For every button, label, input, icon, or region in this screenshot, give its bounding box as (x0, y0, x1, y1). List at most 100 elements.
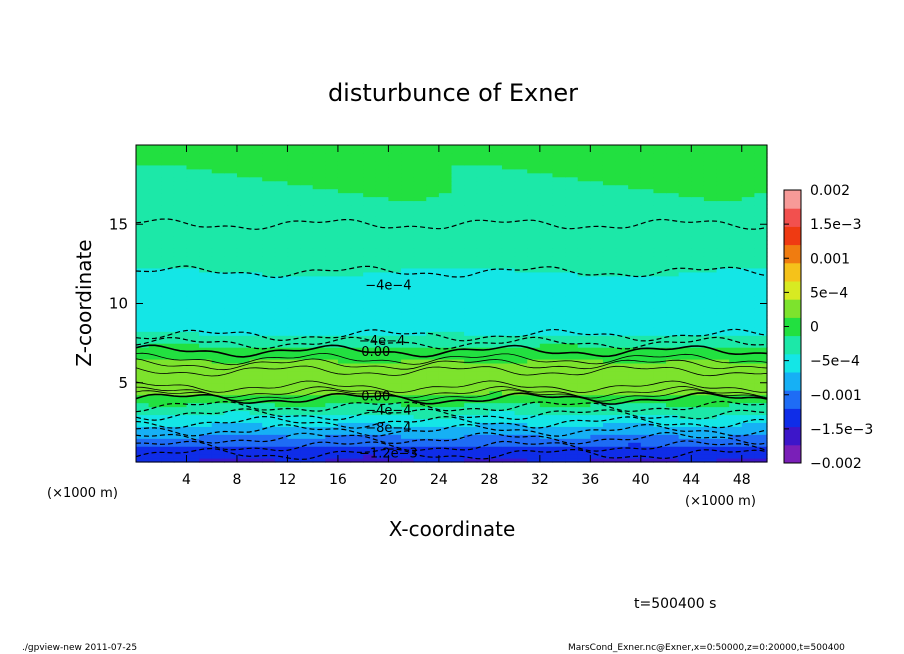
heatmap-cell (514, 224, 528, 229)
heatmap-cell (741, 152, 755, 158)
heatmap-cell (325, 358, 339, 364)
heatmap-cell (678, 339, 692, 344)
heatmap-cell (224, 236, 238, 241)
heatmap-cell (539, 327, 554, 332)
heatmap-cell (337, 406, 352, 412)
heatmap-cell (451, 335, 465, 340)
heatmap-cell (388, 200, 402, 206)
heatmap-cell (539, 398, 554, 404)
heatmap-cell (602, 228, 617, 233)
heatmap-cell (148, 180, 162, 186)
heatmap-cell (211, 156, 225, 162)
heatmap-cell (464, 458, 478, 463)
heatmap-cell (640, 394, 655, 400)
heatmap-cell (741, 176, 755, 182)
heatmap-cell (628, 228, 642, 233)
heatmap-cell (741, 291, 755, 297)
heatmap-cell (527, 271, 541, 277)
heatmap-cell (464, 224, 478, 229)
heatmap-cell (438, 422, 453, 427)
heatmap-cell (501, 216, 516, 221)
heatmap-cell (527, 358, 541, 364)
heatmap-cell (161, 255, 175, 261)
heatmap-cell (703, 394, 718, 400)
heatmap-cell (729, 267, 743, 273)
heatmap-cell (224, 164, 238, 170)
heatmap-cell (325, 259, 339, 265)
heatmap-cell (501, 176, 516, 182)
heatmap-cell (388, 402, 402, 408)
heatmap-cell (552, 446, 566, 451)
heatmap-cell (262, 240, 276, 245)
heatmap-cell (199, 188, 213, 194)
heatmap-cell (464, 454, 478, 459)
heatmap-cell (186, 319, 200, 324)
heatmap-cell (350, 323, 364, 328)
heatmap-cell (602, 279, 617, 285)
heatmap-cell (691, 454, 705, 459)
heatmap-cell (754, 311, 768, 316)
heatmap-cell (262, 287, 276, 293)
heatmap-cell (438, 172, 453, 178)
heatmap-cell (211, 378, 225, 384)
heatmap-cell (539, 160, 554, 166)
heatmap-cell (539, 402, 554, 408)
heatmap-cell (666, 283, 680, 289)
heatmap-cell (287, 434, 301, 439)
heatmap-cell (666, 148, 680, 154)
heatmap-cell (211, 200, 225, 206)
heatmap-cell (199, 414, 213, 420)
heatmap-cell (199, 362, 213, 368)
heatmap-cell (514, 406, 528, 412)
heatmap-cell (666, 335, 680, 340)
heatmap-cell (173, 335, 188, 340)
heatmap-cell (325, 311, 339, 316)
heatmap-cell (312, 255, 326, 261)
heatmap-cell (173, 255, 188, 261)
heatmap-cell (426, 212, 440, 217)
heatmap-cell (451, 414, 465, 420)
heatmap-cell (703, 259, 718, 265)
heatmap-cell (514, 351, 528, 356)
heatmap-cell (287, 414, 301, 420)
heatmap-cell (249, 402, 263, 408)
heatmap-cell (426, 275, 440, 281)
heatmap-cell (716, 192, 730, 198)
heatmap-cell (388, 196, 402, 202)
heatmap-cell (312, 224, 326, 229)
heatmap-cell (375, 184, 389, 190)
heatmap-cell (337, 351, 352, 356)
heatmap-cell (186, 382, 200, 388)
heatmap-cell (161, 343, 175, 348)
heatmap-cell (199, 228, 213, 233)
heatmap-cell (312, 422, 326, 427)
heatmap-cell (363, 216, 377, 221)
heatmap-cell (350, 394, 364, 400)
heatmap-cell (678, 196, 692, 202)
heatmap-cell (426, 204, 440, 209)
heatmap-cell (602, 319, 617, 324)
heatmap-cell (312, 295, 326, 301)
heatmap-cell (565, 355, 579, 360)
heatmap-cell (262, 446, 276, 451)
heatmap-cell (666, 442, 680, 447)
heatmap-cell (640, 299, 655, 305)
heatmap-cell (565, 228, 579, 233)
heatmap-cell (653, 160, 667, 166)
heatmap-cell (236, 196, 251, 202)
heatmap-cell (262, 208, 276, 213)
heatmap-cell (691, 244, 705, 249)
heatmap-cell (236, 434, 251, 439)
heatmap-cell (741, 232, 755, 237)
heatmap-cell (211, 267, 225, 273)
heatmap-cell (615, 299, 629, 305)
heatmap-cell (388, 351, 402, 356)
heatmap-cell (388, 323, 402, 328)
heatmap-cell (325, 327, 339, 332)
heatmap-cell (628, 303, 642, 309)
heatmap-cell (249, 240, 263, 245)
heatmap-cell (577, 228, 591, 233)
heatmap-cell (602, 378, 617, 384)
heatmap-cell (628, 430, 642, 435)
heatmap-cell (602, 152, 617, 158)
